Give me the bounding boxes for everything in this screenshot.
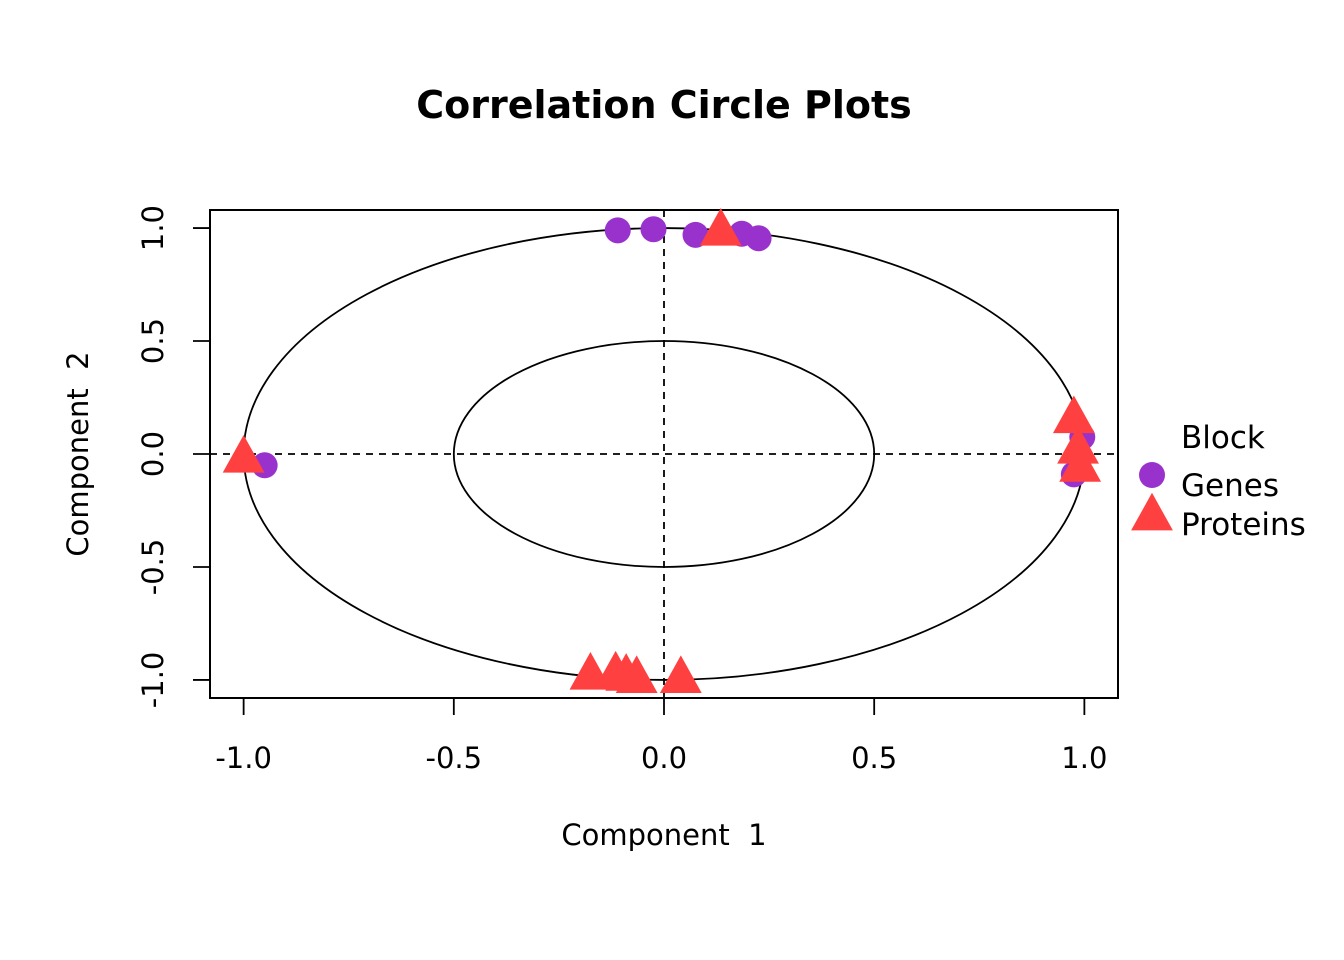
legend-title: Block: [1181, 420, 1265, 456]
y-tick-label: -0.5: [136, 539, 170, 596]
x-tick-label: -0.5: [426, 741, 483, 775]
data-points: [222, 207, 1102, 693]
y-tick-label: 0.0: [136, 431, 170, 477]
x-axis: -1.0 -0.5 0.0 0.5 1.0: [215, 697, 1107, 775]
point-genes: [640, 216, 667, 243]
point-proteins: [699, 207, 742, 246]
point-proteins: [1057, 426, 1099, 464]
y-axis: -1.0 -0.5 0.0 0.5 1.0: [136, 205, 211, 709]
x-tick-label: 0.0: [641, 741, 687, 775]
legend-genes-label: Genes: [1181, 468, 1279, 504]
x-axis-title: Component 1: [561, 818, 766, 852]
y-tick-label: 1.0: [136, 205, 170, 251]
point-proteins: [1059, 444, 1102, 482]
point-proteins: [615, 655, 658, 693]
legend-proteins-marker: [1131, 492, 1173, 531]
point-proteins: [222, 435, 265, 473]
reference-lines: [210, 210, 1118, 698]
point-genes: [745, 225, 772, 252]
point-genes: [682, 221, 709, 248]
point-proteins: [659, 655, 702, 693]
y-tick-label: -1.0: [136, 652, 170, 709]
point-genes: [604, 217, 631, 244]
chart-title: Correlation Circle Plots: [416, 83, 911, 127]
legend-genes-marker: [1139, 462, 1165, 488]
x-tick-label: 1.0: [1061, 741, 1107, 775]
y-tick-label: 0.5: [136, 318, 170, 364]
legend-proteins-label: Proteins: [1181, 507, 1306, 543]
x-tick-label: -1.0: [215, 741, 272, 775]
x-tick-label: 0.5: [851, 741, 897, 775]
point-proteins: [1052, 395, 1095, 434]
y-axis-title: Component 2: [61, 351, 95, 556]
